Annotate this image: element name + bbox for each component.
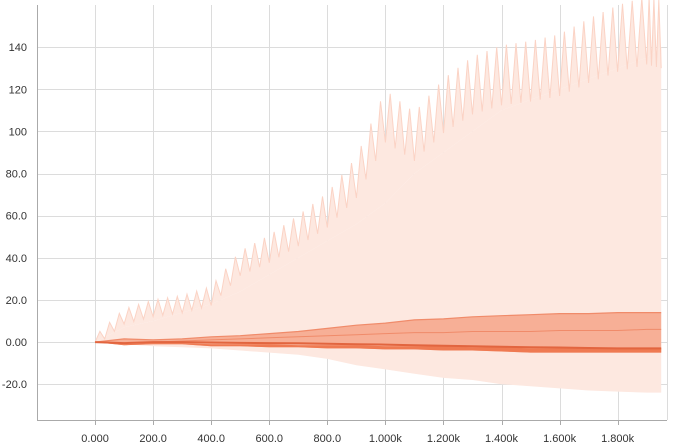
y-tick-label: 20.0 xyxy=(6,295,27,307)
y-tick-label: 0.00 xyxy=(6,337,27,349)
y-tick-label: -20.0 xyxy=(2,379,27,391)
y-tick-label: 40.0 xyxy=(6,253,27,265)
y-tick-labels: -20.0 0.00 20.0 40.0 60.0 80.0 100 120 140 xyxy=(2,42,27,391)
y-tick-label: 120 xyxy=(9,84,27,96)
x-tick-label: 200.0 xyxy=(139,433,167,445)
y-tick-label: 140 xyxy=(9,42,27,54)
axes xyxy=(37,5,667,425)
x-tick-label: 800.0 xyxy=(314,433,342,445)
x-tick-label: 400.0 xyxy=(197,433,225,445)
y-tick-label: 100 xyxy=(9,126,27,138)
outer-spike-edge xyxy=(94,0,662,343)
x-tick-label: 1.800k xyxy=(601,433,635,445)
y-tick-label: 60.0 xyxy=(6,211,27,223)
y-tick-label: 80.0 xyxy=(6,169,27,181)
lines xyxy=(95,312,662,350)
mid-line xyxy=(95,328,662,344)
x-tick-label: 1.600k xyxy=(543,433,577,445)
median-line xyxy=(95,341,662,350)
x-tick-label: 600.0 xyxy=(255,433,283,445)
x-tick-label: 1.000k xyxy=(369,433,403,445)
x-tick-label: 1.400k xyxy=(485,433,519,445)
x-tick-label: 0.000 xyxy=(81,433,109,445)
mid-band-upper xyxy=(95,312,662,343)
inner-band xyxy=(95,342,662,353)
outer-spikes xyxy=(95,0,662,343)
x-tick-labels: 0.000 200.0 400.0 600.0 800.0 1.000k 1.200k 1.4… xyxy=(81,433,634,445)
outer-band xyxy=(95,47,662,393)
x-tick-label: 1.200k xyxy=(427,433,461,445)
